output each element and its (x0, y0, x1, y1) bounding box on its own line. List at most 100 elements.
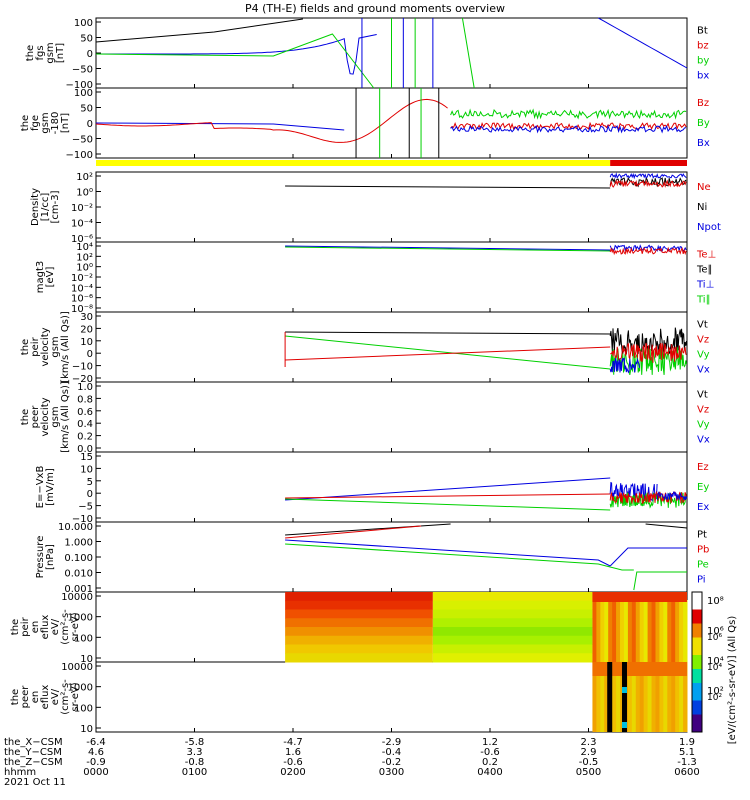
colorbar-frame (691, 591, 703, 733)
xaxis-tick-label: 2.9 (581, 747, 597, 758)
series-ez (285, 493, 611, 499)
legend-Ti⊥: Ti⊥ (696, 280, 714, 291)
series-pb (285, 525, 422, 539)
spectrogram-cell (679, 596, 684, 662)
colorbar-tick: 10⁴ (707, 663, 722, 673)
colorbar-segment (692, 718, 702, 722)
spectrogram-cell (432, 618, 593, 628)
ytick-label: 10 (80, 337, 93, 348)
ytick-label: −50 (72, 65, 93, 76)
xaxis-row-label: 2021 Oct 11 (4, 777, 66, 788)
ylabel-line: [eV] (45, 267, 56, 288)
legend-Npot: Npot (697, 222, 721, 233)
colorbar-segment (692, 620, 702, 624)
colorbar-segment (692, 599, 702, 603)
colorbar-segment (692, 637, 702, 642)
ytick-label: −5 (78, 502, 93, 513)
xaxis-tick-label: 0600 (674, 767, 699, 778)
ytick-label: 10.000 (58, 522, 93, 533)
ytick-label: 10000 (61, 662, 93, 673)
spectrogram-cell (432, 653, 593, 663)
colorbar-segment (692, 665, 702, 670)
series-tipar (285, 246, 611, 252)
ylabel-line: gsm (50, 406, 61, 427)
series-ex (285, 477, 611, 501)
xaxis-tick-label: -0.4 (382, 747, 402, 758)
series-pe (285, 543, 634, 571)
series-pi (609, 547, 687, 567)
spectrogram-cell (671, 600, 676, 662)
ytick-label: 0.0 (77, 444, 93, 455)
spectrogram-cell (623, 600, 629, 662)
spectrogram-cell (643, 662, 649, 732)
colorbar-segment (692, 700, 702, 705)
ylabel-line: the (20, 115, 31, 131)
ytick-label: 1000 (68, 683, 93, 694)
ytick-label: 0.010 (64, 569, 93, 580)
xaxis-tick-label: 0.2 (482, 757, 498, 768)
ylabel-line: [nT] (55, 43, 66, 63)
colorbar-segment (692, 728, 702, 733)
series-vz (610, 342, 687, 363)
ytick-label: 10⁴ (76, 242, 93, 253)
spectrogram-cell (592, 662, 597, 732)
legend-Te⊥: Te⊥ (696, 250, 716, 261)
spectrogram-cell (592, 592, 597, 662)
panel-frame-peer-velocity (95, 381, 688, 453)
series-teperp (609, 246, 687, 256)
ytick-label: 0 (87, 119, 93, 130)
series-pi (285, 539, 611, 567)
ytick-label: 20 (80, 324, 93, 335)
spectrogram-cell (621, 687, 627, 693)
ytick-label: 10 (80, 654, 93, 665)
legend-Vt: Vt (697, 320, 708, 331)
xaxis-tick-label: -0.6 (480, 747, 500, 758)
spectrogram-cell (667, 596, 672, 662)
colorbar-segment (692, 630, 702, 635)
colorbar-segment (692, 616, 702, 621)
spectrogram-cell (655, 662, 660, 732)
ylabel-line: peir (20, 616, 31, 636)
ytick-label: 100 (74, 88, 93, 99)
xaxis-tick-label: 1.2 (482, 737, 498, 748)
colorbar-tick: 10⁶ (707, 626, 724, 637)
ytick-label: 10⁻⁶ (71, 294, 93, 305)
colorbar-segment (692, 686, 702, 691)
ylabel-line: gsm (40, 112, 51, 133)
xaxis-tick-label: 5.1 (679, 747, 695, 758)
ylabel-line: eflux (40, 615, 51, 640)
ytick-label: 0 (87, 49, 93, 60)
colorbar-tick: 10² (707, 693, 722, 703)
colorbar-segment (692, 595, 702, 600)
ytick-label: 1.000 (64, 538, 93, 549)
xaxis-tick-label: -0.9 (86, 757, 106, 768)
ytick-label: 0 (87, 349, 93, 360)
spectrogram-cell (647, 662, 653, 732)
legend-bz: bz (697, 41, 709, 52)
spectrogram-cell (635, 662, 641, 732)
ylabel-line: Density (30, 188, 41, 226)
legend-Vz: Vz (697, 335, 709, 346)
colorbar-segment (692, 641, 702, 645)
status-bar (96, 160, 611, 166)
ylabel-line: (cm²-s- (60, 679, 71, 715)
series-ey (285, 498, 611, 511)
spectrogram-cell (631, 662, 637, 732)
ytick-label: 10000 (61, 592, 93, 603)
ytick-label: 0.4 (77, 419, 93, 430)
series-by (450, 108, 687, 120)
spectrogram-cell (432, 644, 593, 654)
colorbar-segment (692, 683, 702, 687)
legend-Pi: Pi (697, 575, 706, 586)
series-npot (609, 172, 687, 180)
colorbar-segment (692, 672, 702, 677)
colorbar-segment (692, 651, 702, 656)
colorbar-segment (692, 679, 702, 684)
spectrogram-cell (600, 662, 605, 732)
ylabel-line: en (30, 691, 41, 704)
ylabel-line: magt3 (35, 261, 46, 294)
ytick-label: −20 (72, 374, 93, 385)
ytick-label: 50 (80, 104, 93, 115)
colorbar-label: [eV/(cm²-s-sr-eV)] (All Qs) (727, 616, 738, 745)
